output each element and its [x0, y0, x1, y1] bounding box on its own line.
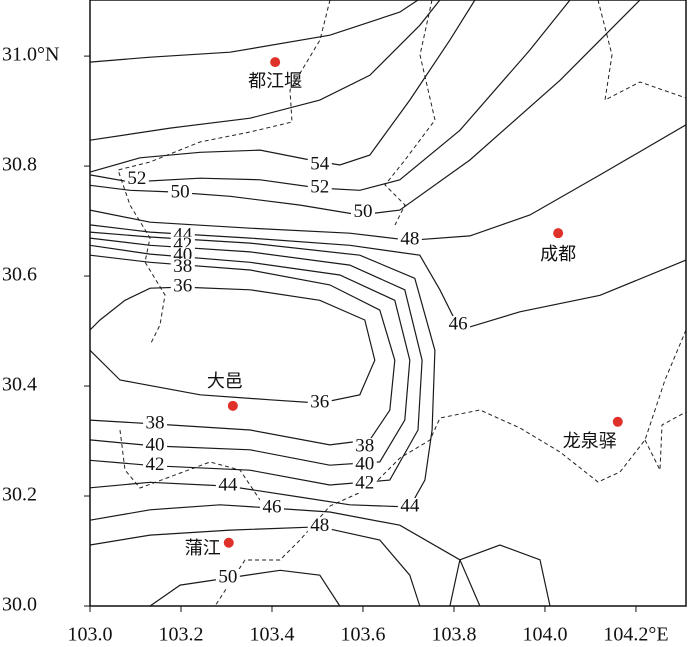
contour-label-bg	[307, 517, 332, 536]
contour-label-bg	[143, 414, 168, 433]
contour-label: 50	[171, 181, 190, 202]
contour-label-bg	[352, 456, 377, 475]
contour-label: 46	[262, 496, 281, 517]
contour-label-bg	[170, 258, 195, 277]
place-label: 龙泉驿	[563, 431, 617, 452]
contour-label: 40	[355, 454, 374, 475]
contour-label-bg	[170, 278, 195, 297]
contour-label: 52	[310, 176, 329, 197]
y-tick-label: 31.0°N	[2, 44, 59, 66]
contour-label: 40	[146, 434, 165, 455]
x-tick-label: 103.4	[249, 624, 294, 646]
x-tick-label: 104.0	[522, 624, 567, 646]
place-marker	[223, 537, 234, 548]
boundary	[119, 429, 261, 501]
contour-label-bg	[352, 438, 377, 457]
contour-line	[89, 526, 421, 607]
place-marker	[227, 400, 238, 411]
frame	[89, 0, 687, 607]
place-marker	[270, 57, 281, 68]
contour-line	[449, 544, 551, 607]
contour-label-bg	[307, 394, 332, 413]
y-tick-label: 30.8	[2, 154, 37, 176]
contour-line	[89, 0, 641, 216]
contour-label-bg	[397, 498, 422, 517]
contour-label: 42	[355, 472, 374, 493]
contour-label: 54	[310, 153, 330, 174]
contour-label-bg	[215, 477, 240, 496]
contour-label: 38	[146, 412, 165, 433]
contour-line	[89, 0, 571, 191]
contour-line	[89, 0, 441, 141]
contour-label-bg	[352, 474, 377, 493]
contour-label-bg	[307, 179, 332, 198]
x-tick-label: 103.8	[431, 624, 476, 646]
contour-label-bg	[446, 315, 471, 334]
y-tick-label: 30.6	[2, 264, 37, 286]
contour-label: 50	[353, 201, 372, 222]
contour-label: 46	[449, 313, 468, 334]
contour-line	[89, 254, 396, 446]
contour-line	[89, 0, 419, 63]
contour-label: 50	[218, 566, 237, 587]
contour-label: 48	[310, 515, 329, 536]
contour-label-bg	[259, 499, 284, 518]
contour-label-bg	[124, 170, 149, 189]
contour-label-bg	[350, 203, 375, 222]
boundary	[644, 411, 687, 472]
y-tick-label: 30.4	[2, 374, 37, 396]
contour-label-bg	[215, 568, 240, 587]
contour-label-bg	[143, 436, 168, 455]
contour-label-bg	[397, 231, 422, 250]
contour-label: 38	[355, 435, 374, 456]
x-tick-label: 103.2	[158, 624, 203, 646]
boundaries	[117, 0, 687, 607]
place-marker	[612, 416, 623, 427]
contour-label-bg	[307, 155, 332, 174]
contour-label: 36	[173, 275, 192, 296]
x-tick-label: 104.2°E	[603, 624, 668, 646]
place-label: 成都	[540, 244, 576, 265]
place-label: 大邑	[207, 371, 243, 392]
contour-line	[89, 237, 423, 486]
x-tick-label: 103.6	[340, 624, 385, 646]
boundary	[597, 0, 687, 101]
contour-line	[89, 244, 411, 466]
contour-line	[89, 224, 687, 331]
contour-label-bg	[143, 456, 168, 475]
y-tick-label: 30.0	[2, 594, 37, 616]
contour-label-bg	[168, 184, 193, 203]
contour-line	[89, 504, 481, 607]
contour-label: 42	[146, 454, 165, 475]
place-label: 蒲江	[185, 538, 221, 559]
contour-label: 44	[218, 474, 238, 495]
contour-label: 38	[173, 256, 192, 277]
place-marker	[553, 228, 564, 239]
contour-line	[89, 231, 436, 508]
contour-label: 44	[400, 495, 420, 516]
contour-label: 48	[400, 229, 419, 250]
place-label: 都江堰	[248, 71, 302, 92]
contour-line	[149, 569, 341, 607]
contour-line	[89, 286, 376, 404]
boundary	[117, 0, 331, 346]
contour-label: 52	[127, 168, 146, 189]
contour-label: 36	[310, 391, 329, 412]
y-tick-label: 30.2	[2, 484, 37, 506]
boundary	[214, 329, 687, 607]
x-tick-label: 103.0	[68, 624, 113, 646]
boundary	[384, 0, 436, 226]
